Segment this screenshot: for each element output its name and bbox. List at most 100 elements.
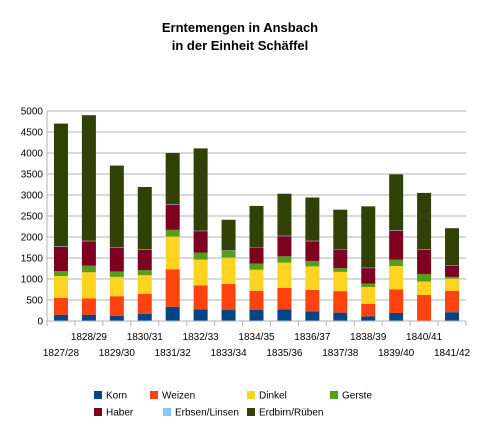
bar-segment	[193, 285, 208, 310]
x-tick-label: 1833/34	[210, 348, 247, 359]
bar-segment	[333, 209, 348, 250]
bar-segment	[81, 272, 96, 299]
bar-segment	[193, 148, 208, 231]
bar-segment	[277, 256, 292, 263]
bar-segment	[361, 206, 376, 268]
bar-segment	[53, 246, 68, 272]
bar-segment	[165, 236, 180, 270]
legend-swatch	[94, 391, 102, 399]
x-tick-label: 1828/29	[71, 332, 108, 343]
bar-segment	[277, 262, 292, 288]
bar-segment	[305, 289, 320, 312]
y-tick-labels: 0 500 1000 1500 2000 2500 3000 3500 4000 4500 5000	[21, 107, 44, 328]
bar-segment	[333, 271, 348, 292]
legend-label: Weizen	[162, 391, 195, 402]
chart-title-line-1: Erntemengen in Ansbach	[162, 20, 318, 35]
bar-segment	[193, 252, 208, 260]
bar-segment	[165, 269, 180, 307]
bar-segment	[277, 193, 292, 236]
bar-segment	[137, 275, 152, 294]
y-tick-label: 5000	[21, 107, 44, 118]
bar-segment	[109, 271, 124, 277]
bar-segment	[361, 303, 376, 317]
bar-segment	[445, 228, 460, 266]
y-tick-label: 1500	[21, 254, 44, 265]
bar-segment	[221, 284, 236, 310]
y-tick-label: 4500	[21, 128, 44, 139]
bar-segment	[277, 287, 292, 310]
bar-segment	[221, 257, 236, 285]
bar-segment	[445, 278, 460, 291]
bar-segment	[417, 273, 432, 282]
bar-segment	[109, 296, 124, 316]
x-tick-label: 1831/32	[155, 348, 192, 359]
y-tick-label: 2000	[21, 233, 44, 244]
bar-segment	[53, 276, 68, 298]
bar-segment	[333, 250, 348, 269]
bar-segment	[305, 311, 320, 321]
bar-segment	[389, 289, 404, 314]
bar-segment	[137, 293, 152, 314]
legend-label: Erbsen/Linsen	[175, 408, 239, 419]
bar-segment	[109, 276, 124, 297]
legend-label: Erdbirn/Rüben	[259, 408, 323, 419]
bar-segment	[305, 197, 320, 241]
bar-segment	[109, 165, 124, 248]
y-tick-label: 0	[37, 317, 43, 328]
legend-swatch	[247, 408, 255, 416]
bar-segment	[53, 314, 68, 321]
bar-segment	[333, 291, 348, 313]
bar-segment	[361, 316, 376, 321]
legend-swatch	[163, 408, 171, 416]
bar-segment	[445, 312, 460, 321]
bar-segment	[137, 249, 152, 271]
bar-segment	[249, 269, 264, 291]
bar-segment	[165, 306, 180, 321]
bar-segment	[165, 229, 180, 237]
bar-segment	[137, 270, 152, 276]
bar-segment	[53, 123, 68, 247]
bar-segment	[81, 314, 96, 321]
legend-label: Gerste	[342, 391, 372, 402]
bar-segment	[417, 249, 432, 274]
x-tick-label: 1839/40	[378, 348, 415, 359]
bar-segment	[137, 313, 152, 321]
x-tick-label: 1832/33	[183, 332, 220, 343]
bar-segment	[165, 153, 180, 205]
x-tick-label: 1841/42	[434, 348, 471, 359]
bar-segment	[193, 231, 208, 253]
bar-segment	[109, 315, 124, 321]
bar-segment	[277, 309, 292, 321]
bar-segment	[445, 290, 460, 313]
bar-segment	[445, 265, 460, 277]
legend-swatch	[150, 391, 158, 399]
bar-segment	[389, 313, 404, 321]
legend-label: Haber	[106, 408, 134, 419]
y-tick-label: 1000	[21, 275, 44, 286]
x-tick-label: 1830/31	[127, 332, 164, 343]
bar-segment	[305, 260, 320, 267]
x-tick-label: 1827/28	[43, 348, 80, 359]
x-tick-label: 1838/39	[350, 332, 387, 343]
x-tick-labels: 1827/28 1828/29 1829/30 1830/31 1831/32 1832/…	[43, 332, 471, 359]
legend-label: Korn	[106, 391, 127, 402]
bar-segment	[305, 266, 320, 290]
bar-segment	[249, 205, 264, 248]
x-tick-label: 1840/41	[406, 332, 443, 343]
x-tick-label: 1836/37	[294, 332, 331, 343]
bar-segment	[277, 236, 292, 257]
bar-segment	[53, 297, 68, 315]
bar-segment	[81, 115, 96, 241]
legend-label: Dinkel	[259, 391, 287, 402]
bar-segment	[389, 265, 404, 290]
legend-swatch	[330, 391, 338, 399]
axes	[46, 111, 467, 326]
bar-segment	[249, 290, 264, 310]
x-tick-label: 1835/36	[266, 348, 303, 359]
bar-segment	[81, 298, 96, 315]
bar-segment	[361, 283, 376, 287]
bar-segment	[249, 247, 264, 264]
bar-segment	[389, 174, 404, 231]
bar-segment	[389, 230, 404, 260]
